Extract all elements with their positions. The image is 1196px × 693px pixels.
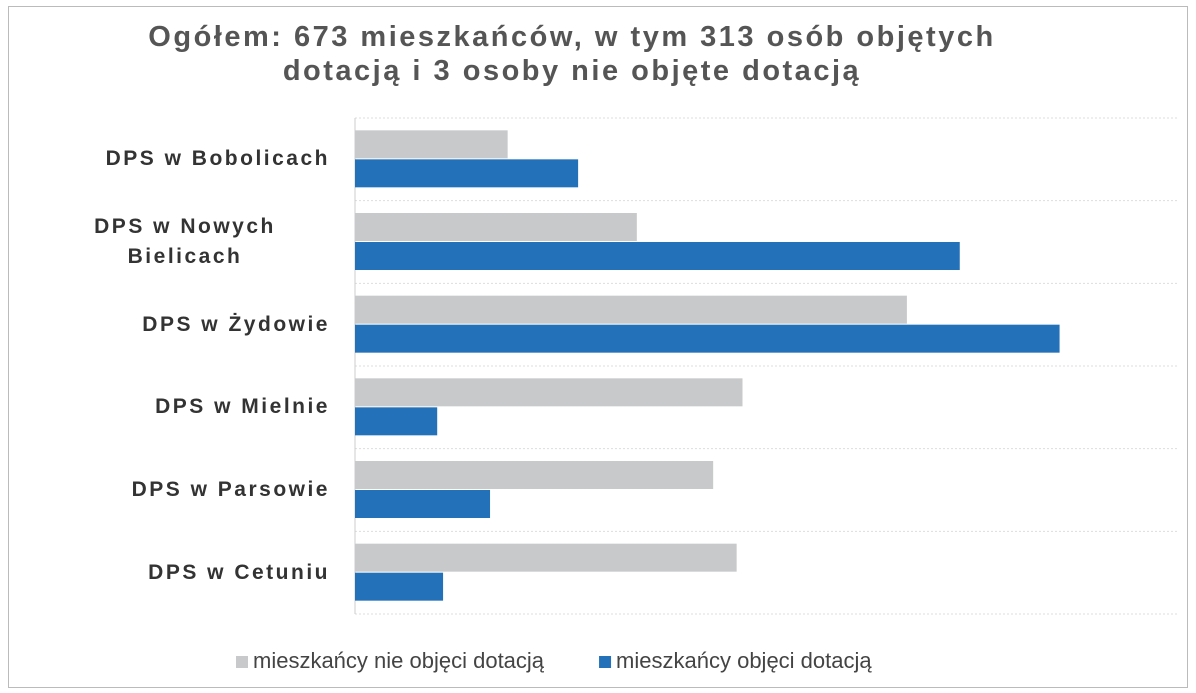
bar (355, 130, 508, 159)
bar (355, 159, 579, 188)
category-text: DPS w Cetuniu (148, 560, 330, 584)
bar (355, 543, 737, 572)
legend-label: mieszkańcy nie objęci dotacją (253, 648, 545, 673)
category-label: DPS w Żydowie (30, 310, 330, 340)
category-label: DPS w Mielnie (30, 392, 330, 422)
bar (355, 324, 1060, 353)
category-text: DPS w Parsowie (131, 478, 330, 501)
bar (355, 407, 438, 436)
category-label: DPS w Nowych Bielicach (30, 212, 330, 272)
bar (355, 461, 714, 489)
legend-swatch (236, 656, 248, 668)
category-text: DPS w Nowych Bielicach (94, 215, 276, 268)
chart-frame (8, 6, 1188, 688)
category-label: DPS w Bobolicach (30, 144, 330, 174)
category-text: DPS w Mielnie (155, 395, 330, 419)
chart-title: Ogółem: 673 mieszkańców, w tym 313 osób … (148, 21, 996, 87)
category-label: DPS w Parsowie (30, 475, 330, 505)
legend-label: mieszkańcy objęci dotacją (616, 648, 872, 673)
bar (355, 242, 960, 270)
bar (355, 295, 907, 324)
category-label: DPS w Cetuniu (30, 558, 330, 588)
category-text: DPS w Żydowie (142, 312, 330, 336)
bar (355, 490, 491, 518)
bar (355, 572, 444, 601)
bar (355, 213, 637, 241)
category-text: DPS w Bobolicach (105, 147, 330, 171)
bar (355, 378, 743, 407)
legend-swatch (599, 656, 612, 668)
